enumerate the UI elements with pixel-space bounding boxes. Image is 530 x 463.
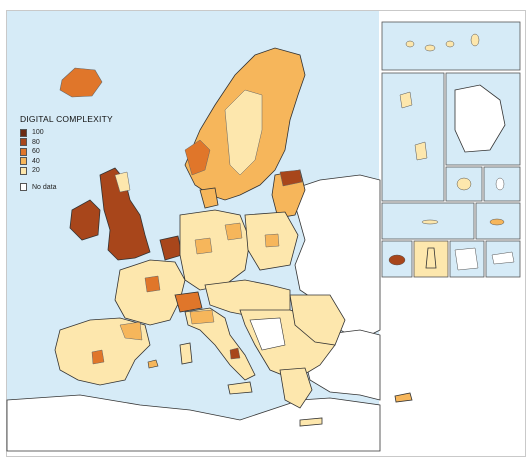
estonia-region [279, 169, 303, 187]
inset-guadeloupe-martinique [381, 72, 445, 202]
sicily-region [227, 381, 253, 395]
legend-swatch [20, 166, 27, 175]
madrid-region [91, 349, 105, 365]
inset-island-shape [454, 247, 479, 271]
reunion-island [456, 177, 472, 191]
legend-swatch [20, 138, 27, 147]
switzerland-region [174, 291, 203, 313]
cyprus-region [394, 392, 413, 403]
legend-label: 40 [32, 157, 40, 165]
catalonia-region [119, 321, 143, 341]
denmark-region [199, 187, 219, 209]
legend-item: 60 [20, 147, 135, 156]
ireland-region [69, 199, 101, 241]
germany-west-region [194, 237, 213, 255]
legend-no-data-label: No data [32, 183, 57, 191]
legend-no-data: No data [20, 183, 135, 192]
france-region [114, 259, 186, 326]
legend-item: 80 [20, 138, 135, 147]
martinique-island [414, 141, 428, 161]
malta-island [388, 254, 406, 266]
madeira-island [489, 218, 505, 226]
iceland-region [59, 67, 103, 98]
guadeloupe-island [399, 91, 413, 109]
azores-island [421, 219, 439, 225]
rome-region [229, 347, 241, 360]
legend-label: 20 [32, 167, 40, 175]
warsaw-region [264, 233, 280, 248]
sweden-region [224, 89, 263, 176]
legend-label: 60 [32, 148, 40, 156]
legend-label: 100 [32, 129, 44, 136]
sardinia-region [179, 342, 193, 365]
legend-swatch [20, 128, 27, 137]
scotland-highlands-region [114, 171, 131, 193]
legend-item: 40 [20, 157, 135, 166]
crete-region [299, 417, 323, 427]
canary-island-4 [470, 33, 480, 47]
liechtenstein-shape [425, 247, 437, 269]
inset-other-shape [491, 251, 515, 265]
legend-label: 80 [32, 138, 40, 146]
legend-swatch [20, 157, 27, 166]
romania-bulgaria-region [289, 294, 346, 346]
north-italy-region [189, 309, 215, 325]
map-legend: DIGITAL COMPLEXITY 100 80 60 40 20 No data [20, 114, 135, 192]
mayotte-island [495, 177, 505, 191]
legend-no-data-swatch [20, 183, 27, 192]
italy-region [184, 307, 256, 381]
canary-island-2 [424, 44, 436, 52]
canary-island-1 [405, 40, 415, 48]
norway-west-region [184, 139, 211, 176]
legend-title: DIGITAL COMPLEXITY [20, 114, 113, 124]
legend-swatch [20, 147, 27, 156]
legend-item: 100 [20, 128, 135, 137]
north-africa-landmass [6, 394, 381, 452]
legend-item: 20 [20, 166, 135, 175]
balearic-region [147, 359, 159, 369]
greece-region [279, 367, 313, 409]
western-balkans-no-data [249, 317, 286, 351]
paris-region [144, 275, 161, 293]
berlin-region [224, 222, 243, 241]
guiana-landmass [454, 84, 506, 153]
canary-island-3 [445, 40, 455, 48]
